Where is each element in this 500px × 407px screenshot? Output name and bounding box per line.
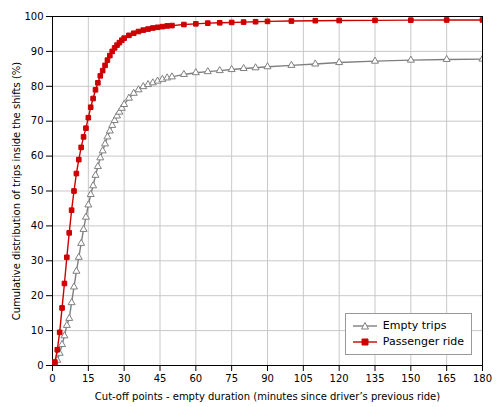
svg-text:30: 30 (118, 373, 131, 384)
svg-text:75: 75 (225, 373, 238, 384)
svg-text:10: 10 (31, 325, 44, 336)
svg-text:100: 100 (24, 11, 43, 22)
svg-text:15: 15 (82, 373, 95, 384)
svg-text:45: 45 (154, 373, 167, 384)
html-text:Passenger ride: Passenger ride (382, 335, 464, 348)
svg-text:165: 165 (437, 373, 456, 384)
svg-text:20: 20 (31, 290, 44, 301)
svg-text:30: 30 (31, 255, 44, 266)
svg-text:0: 0 (37, 360, 43, 371)
svg-text:50: 50 (31, 185, 44, 196)
svg-text:0: 0 (49, 373, 55, 384)
svg-text:60: 60 (189, 373, 202, 384)
svg-text:135: 135 (365, 373, 384, 384)
svg-text:105: 105 (294, 373, 313, 384)
svg-text:80: 80 (31, 81, 44, 92)
svg-text:Cut-off points - empty duratio: Cut-off points - empty duration (minutes… (95, 391, 440, 402)
svg-text:70: 70 (31, 115, 44, 126)
svg-text:180: 180 (473, 373, 492, 384)
svg-text:90: 90 (31, 46, 44, 57)
svg-text:120: 120 (330, 373, 349, 384)
svg-text:60: 60 (31, 150, 44, 161)
svg-text:90: 90 (261, 373, 274, 384)
html-text:Empty trips: Empty trips (382, 319, 447, 332)
svg-text:Cumulative distribution of tri: Cumulative distribution of trips inside … (11, 62, 22, 321)
svg-text:40: 40 (31, 220, 44, 231)
svg-text:150: 150 (401, 373, 420, 384)
